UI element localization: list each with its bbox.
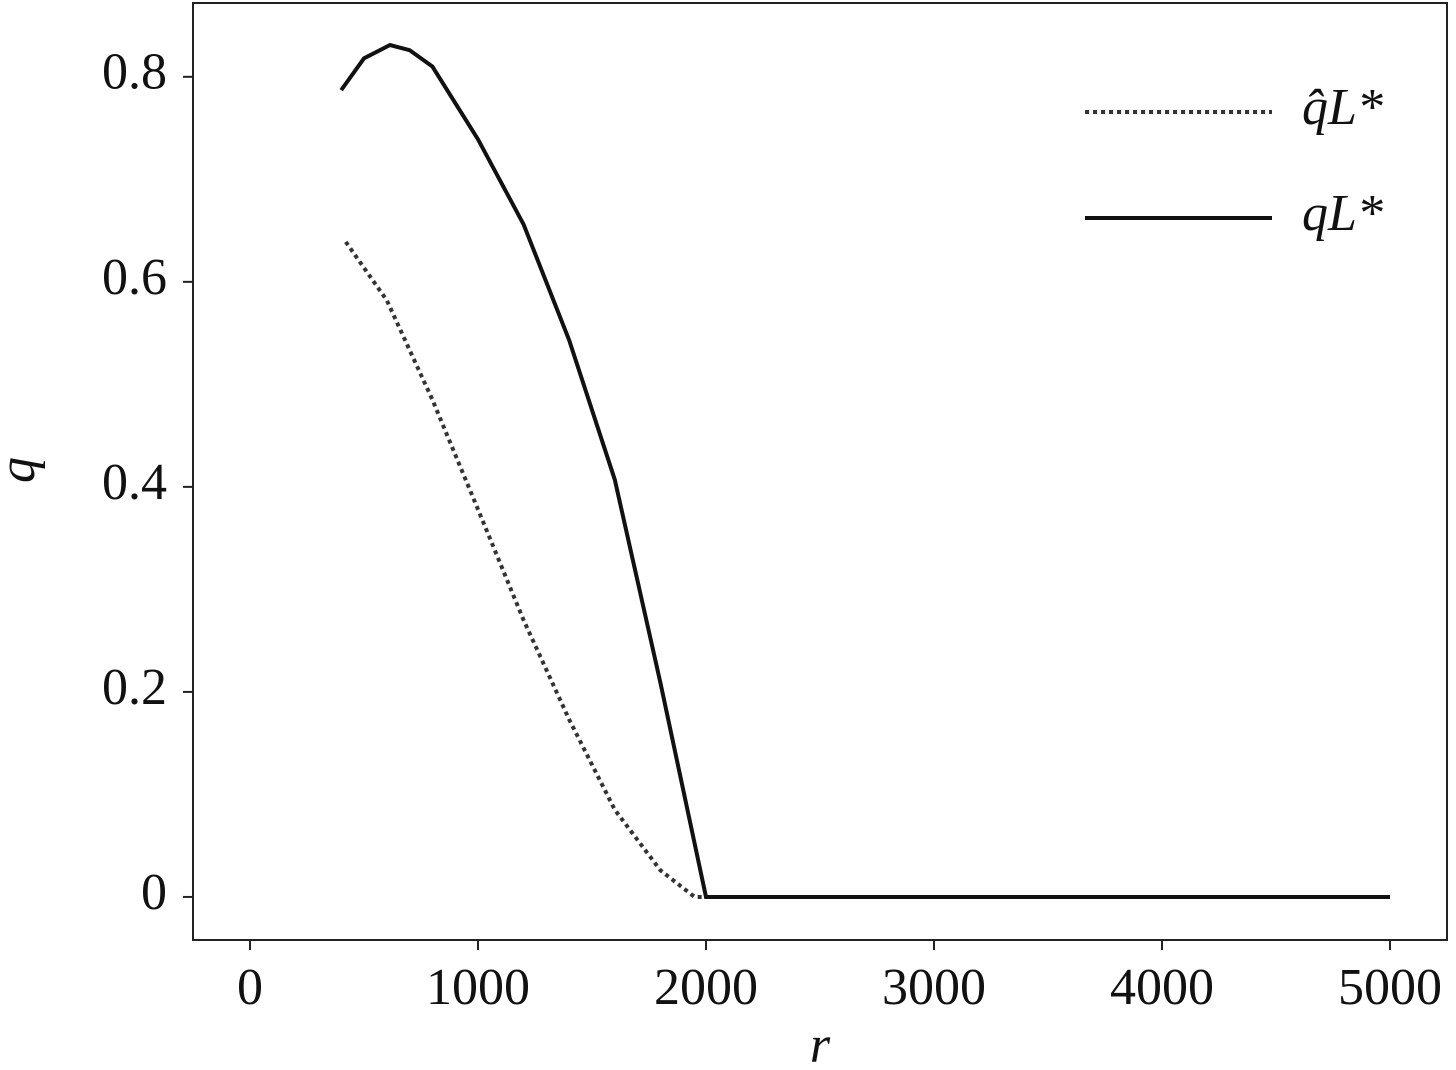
x-tick-label: 2000 (654, 959, 758, 1016)
x-tick-label: 5000 (1338, 959, 1442, 1016)
y-tick-label: 0.8 (102, 44, 167, 101)
x-tick-label: 3000 (882, 959, 986, 1016)
y-tick-label: 0.4 (102, 454, 167, 511)
y-tick-label: 0.6 (102, 249, 167, 306)
plot-frame (192, 2, 1448, 941)
y-tick-label: 0 (141, 864, 167, 921)
x-tick-label: 4000 (1110, 959, 1214, 1016)
x-tick-label: 0 (237, 959, 263, 1016)
y-tick-label: 0.2 (102, 659, 167, 716)
series-line (339, 42, 1390, 899)
y-axis-label: q (0, 457, 46, 483)
x-axis-label: r (810, 1017, 831, 1070)
x-tick-label: 1000 (426, 959, 530, 1016)
legend-label: q̂L* (1302, 79, 1383, 136)
legend-label: qL* (1302, 185, 1383, 242)
series-line (344, 240, 1390, 899)
